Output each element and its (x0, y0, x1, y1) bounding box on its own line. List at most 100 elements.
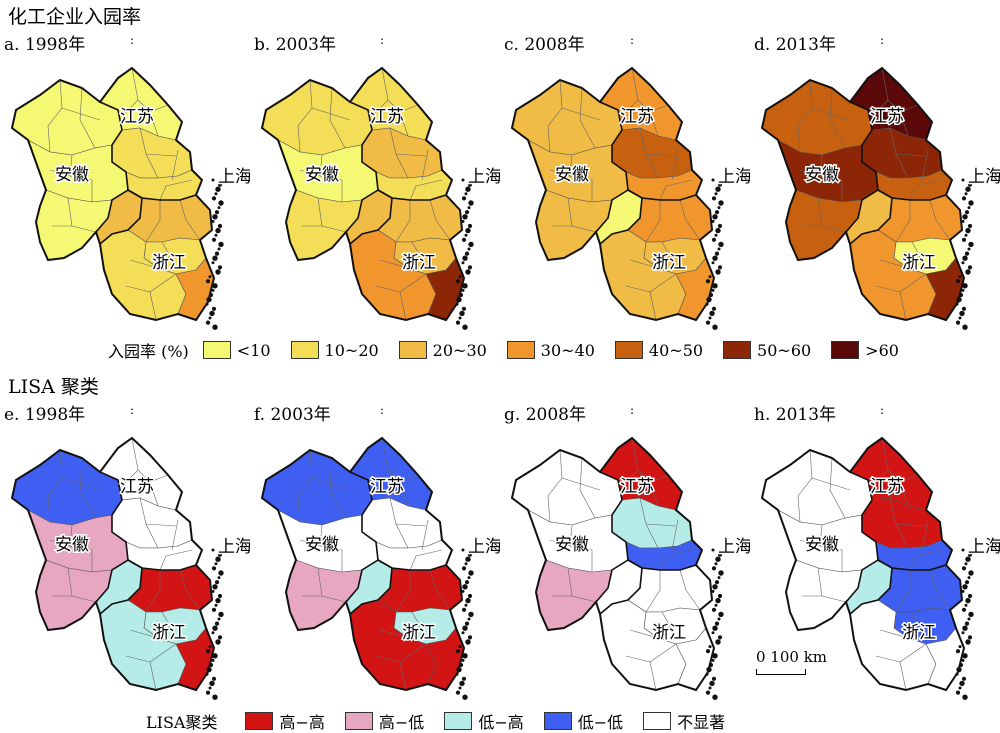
county-boundary (131, 437, 169, 483)
label-anhui: 安徽 (55, 535, 89, 555)
county-boundary (569, 154, 593, 202)
county-boundary (299, 539, 321, 547)
island (708, 275, 712, 279)
island (458, 686, 462, 690)
region-outline (10, 66, 216, 322)
label-zhejiang: 浙江 (902, 253, 936, 273)
county-boundary (371, 99, 389, 117)
county-boundary (129, 259, 159, 269)
island (718, 570, 724, 576)
county-boundary (547, 449, 563, 523)
rate-legend-title: 入园率 (%) (108, 342, 189, 361)
province-boundary (849, 189, 893, 245)
county-boundary (881, 437, 919, 483)
label-shanghai: 上海 (468, 537, 500, 557)
county-boundary (159, 549, 193, 571)
county-boundary (407, 241, 421, 269)
island (961, 306, 967, 311)
county-boundary (61, 477, 101, 491)
island (212, 694, 218, 700)
county-boundary (579, 87, 596, 149)
label-anhui: 安徽 (805, 165, 839, 185)
island (211, 288, 215, 292)
rate-legend-item: 40~50 (614, 341, 703, 360)
rate-legend-label: <10 (236, 340, 271, 360)
island (967, 247, 971, 251)
county-boundary (157, 611, 171, 639)
county-boundary (145, 200, 161, 243)
island (461, 676, 467, 681)
rate-legend-swatch (506, 341, 535, 359)
county-boundary (69, 524, 93, 572)
island (961, 607, 967, 612)
county-boundary (899, 643, 927, 663)
island (708, 292, 714, 298)
island (456, 666, 462, 673)
county-boundary (797, 79, 813, 153)
label-zhejiang: 浙江 (152, 623, 186, 643)
label-anhui: 安徽 (555, 535, 589, 555)
county-boundary (579, 457, 596, 519)
island (961, 219, 965, 223)
province-boundary (349, 101, 447, 201)
island (215, 227, 221, 234)
rate-legend-label: 10~20 (324, 340, 379, 360)
county-boundary (569, 524, 593, 572)
county-boundary (649, 273, 677, 293)
island (717, 617, 721, 621)
county-boundary (829, 87, 846, 149)
island (212, 214, 218, 220)
county-boundary (871, 469, 889, 487)
county-boundary (157, 241, 171, 269)
island (461, 631, 465, 635)
label-jiangsu: 江苏 (870, 107, 904, 127)
island (214, 251, 220, 256)
county-boundary (381, 437, 419, 483)
county-boundary (299, 169, 321, 177)
island (962, 214, 968, 220)
island (705, 279, 711, 284)
island (464, 251, 470, 256)
island (962, 584, 968, 590)
label-anhui: 安徽 (555, 165, 589, 185)
county-boundary (121, 99, 139, 117)
province-boundary (849, 471, 947, 571)
county-boundary (899, 111, 909, 137)
lisa-legend-item: 高−低 (344, 709, 424, 733)
island (708, 645, 712, 649)
label-zhejiang: 浙江 (402, 253, 436, 273)
island (955, 649, 961, 654)
island (211, 676, 217, 681)
island (967, 576, 971, 580)
label-jiangsu: 江苏 (120, 477, 154, 497)
island (712, 653, 718, 659)
county-boundary (549, 169, 571, 177)
scale-bar-line (756, 669, 806, 675)
county-boundary (671, 519, 679, 551)
region-outline (260, 436, 466, 692)
county-boundary (319, 524, 343, 572)
island (705, 649, 711, 654)
island (714, 621, 720, 626)
county-boundary (395, 153, 427, 157)
county-boundary (899, 273, 927, 293)
island (461, 261, 465, 265)
county-boundary (329, 457, 346, 519)
county-boundary (379, 259, 409, 269)
island (967, 223, 973, 229)
lisa-legend-item: 不显著 (643, 709, 725, 733)
county-boundary (79, 87, 96, 149)
island (711, 288, 715, 292)
island (208, 662, 214, 668)
island (465, 269, 471, 275)
lisa-legend: LISA聚类 高−高 高−低 低−高 低−低 不显著 (146, 709, 745, 733)
island (958, 686, 962, 690)
county-boundary (907, 611, 921, 639)
county-boundary (799, 169, 821, 177)
island (956, 666, 962, 673)
island (711, 631, 715, 635)
island (465, 597, 471, 604)
lisa-legend-swatch (444, 712, 473, 730)
island (968, 241, 974, 248)
island (967, 265, 973, 270)
